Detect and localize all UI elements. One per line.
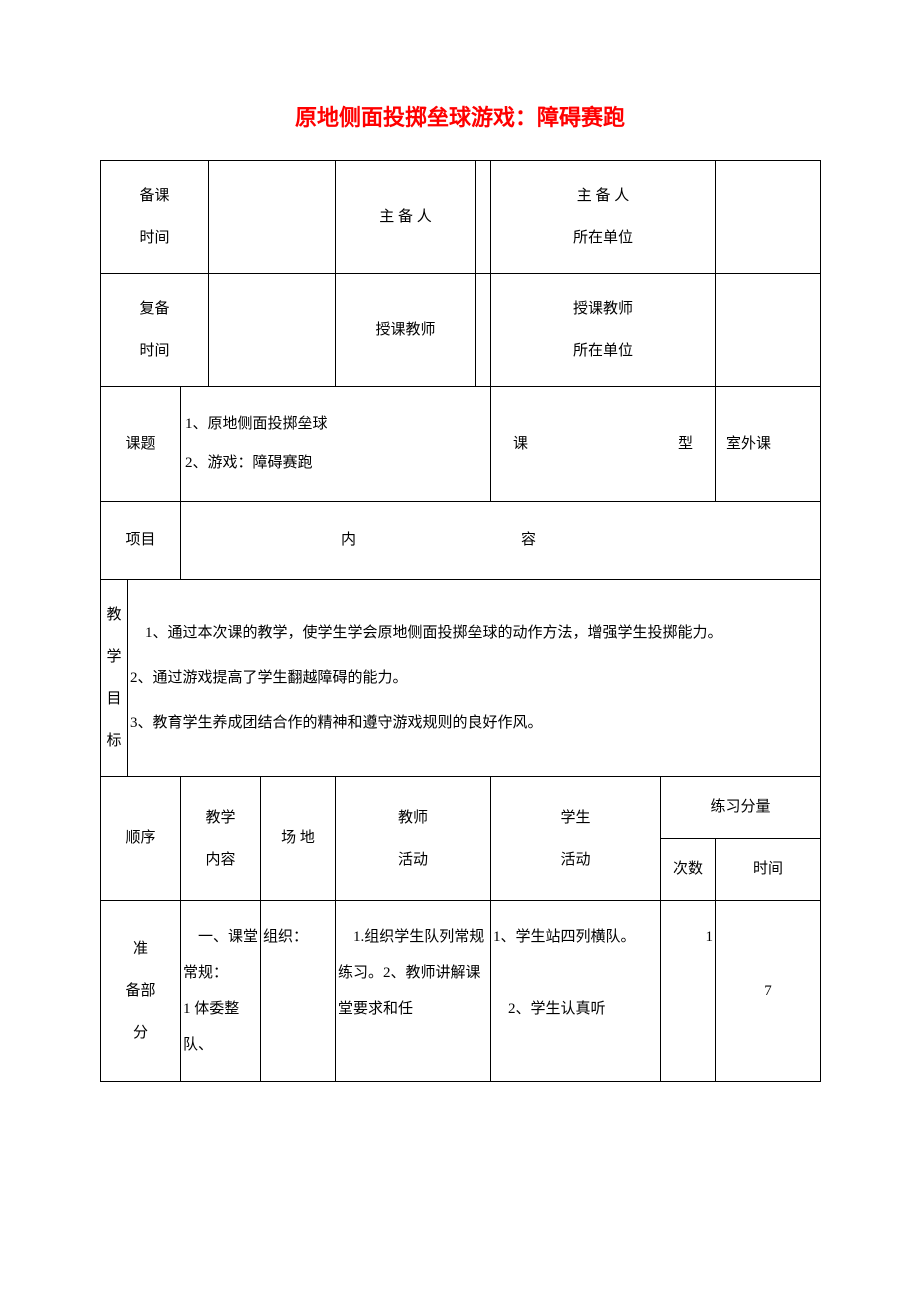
teacher-unit-label: 授课教师 所在单位	[491, 274, 716, 387]
prep-time-label: 备课 时间	[101, 161, 209, 274]
lesson-plan-table: 备课 时间 主 备 人 主 备 人 所在单位 复备 时间 授课教师 授课教师	[100, 160, 821, 1082]
teach-content-label: 教学 内容	[181, 777, 261, 901]
teacher-activity-label: 教师 活动	[336, 777, 491, 901]
review-time-label: 复备 时间	[101, 274, 209, 387]
class-type-value: 室外课	[716, 387, 821, 502]
field-label: 场 地	[261, 777, 336, 901]
class-type-label: 课型	[491, 387, 716, 502]
topic-value: 1、原地侧面投掷垒球 2、游戏：障碍赛跑	[181, 387, 491, 502]
page-title: 原地侧面投掷垒球游戏：障碍赛跑	[100, 100, 820, 132]
main-preparer-label: 主 备 人	[336, 161, 476, 274]
prep-student-activity: 1、学生站四列横队。 2、学生认真听	[491, 901, 661, 1082]
teacher-label: 授课教师	[336, 274, 476, 387]
count-label: 次数	[661, 839, 716, 901]
student-activity-label: 学生 活动	[491, 777, 661, 901]
prep-time-value	[209, 161, 336, 274]
topic-label: 课题	[101, 387, 181, 502]
order-label: 顺序	[101, 777, 181, 901]
main-preparer-unit-label: 主 备 人 所在单位	[491, 161, 716, 274]
practice-label: 练习分量	[661, 777, 821, 839]
prep-time: 7	[716, 901, 821, 1082]
prep-section-label: 准 备部 分	[101, 901, 181, 1082]
content-header: 内容	[181, 502, 821, 580]
main-preparer-value	[476, 161, 491, 274]
goals-label: 教 学 目 标	[101, 580, 128, 777]
review-time-value	[209, 274, 336, 387]
time-label: 时间	[716, 839, 821, 901]
item-label: 项目	[101, 502, 181, 580]
prep-teach-content: 一、课堂常规： 1 体委整队、	[181, 901, 261, 1082]
prep-teacher-activity: 1.组织学生队列常规练习。2、教师讲解课堂要求和任	[336, 901, 491, 1082]
goals-content: 1、通过本次课的教学，使学生学会原地侧面投掷垒球的动作方法，增强学生投掷能力。 …	[128, 580, 821, 777]
teacher-unit-value	[716, 274, 821, 387]
teacher-value	[476, 274, 491, 387]
prep-count: 1	[661, 901, 716, 1082]
main-preparer-unit-value	[716, 161, 821, 274]
prep-field: 组织：	[261, 901, 336, 1082]
